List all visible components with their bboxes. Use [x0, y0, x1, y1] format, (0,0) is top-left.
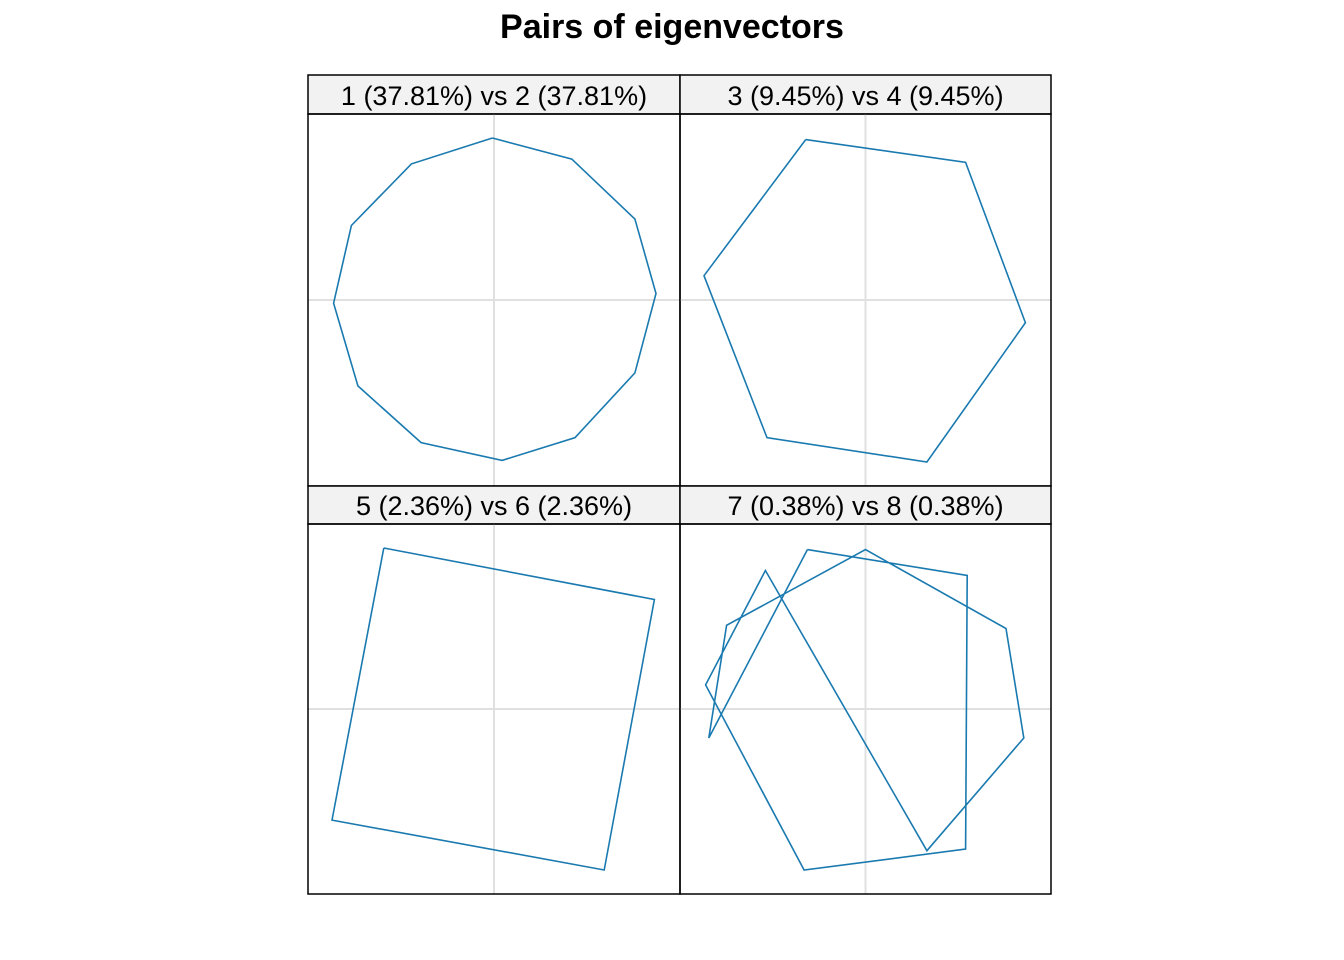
- panel-strip: [679, 74, 1052, 115]
- panel-4: 7 (0.38%) vs 8 (0.38%): [679, 485, 1052, 895]
- panel-strip: [307, 74, 681, 115]
- panel-strip-label: 7 (0.38%) vs 8 (0.38%): [727, 491, 1003, 521]
- eigenvector-series-5-6: [331, 547, 656, 871]
- panel-strip-label: 5 (2.36%) vs 6 (2.36%): [356, 491, 632, 521]
- panel-strip-label: 1 (37.81%) vs 2 (37.81%): [341, 81, 647, 111]
- panel-border: [679, 523, 1052, 895]
- panels-group: 1 (37.81%) vs 2 (37.81%) 3 (9.45%) vs 4 (…: [307, 74, 1052, 895]
- panel-1: 1 (37.81%) vs 2 (37.81%): [307, 74, 681, 487]
- panel-3: 5 (2.36%) vs 6 (2.36%): [307, 485, 681, 895]
- eigenvector-series-7-8: [704, 548, 1025, 871]
- panel-2: 3 (9.45%) vs 4 (9.45%): [679, 74, 1052, 487]
- panel-strip-label: 3 (9.45%) vs 4 (9.45%): [727, 81, 1003, 111]
- eigenvector-series-3-4: [703, 138, 1027, 463]
- chart-title: Pairs of eigenvectors: [500, 8, 844, 46]
- eigenvector-series-1-2: [332, 137, 657, 462]
- panel-strip: [679, 485, 1052, 525]
